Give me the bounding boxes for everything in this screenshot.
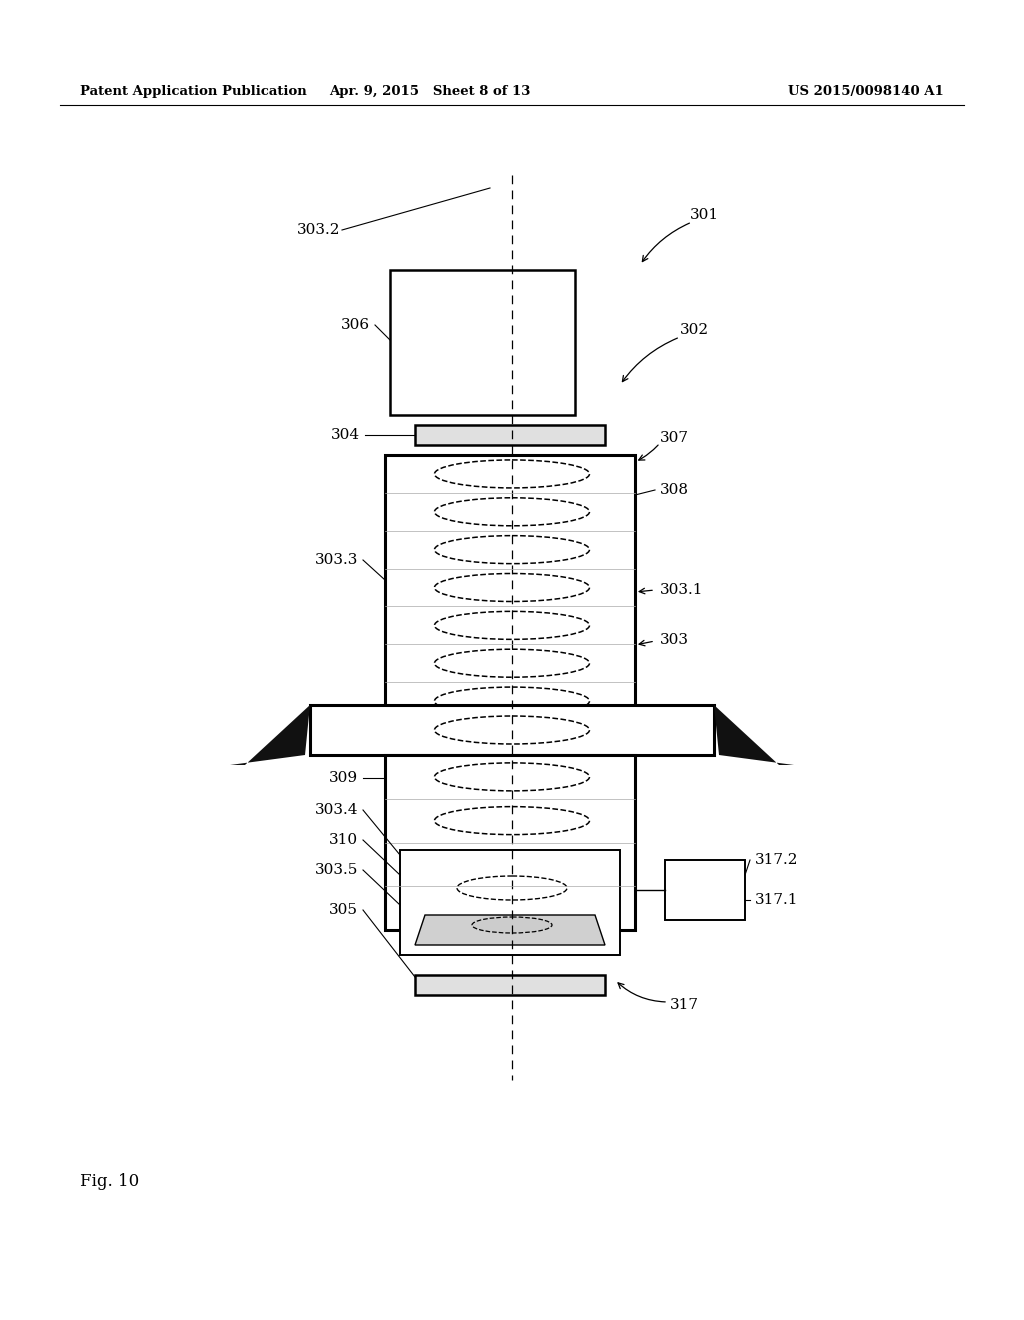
Text: 309: 309 — [329, 771, 358, 785]
Bar — [390, 271, 575, 414]
Text: Fig. 10: Fig. 10 — [80, 1173, 139, 1189]
Text: Patent Application Publication: Patent Application Publication — [80, 84, 307, 98]
Text: 302: 302 — [680, 323, 710, 337]
Text: Apr. 9, 2015   Sheet 8 of 13: Apr. 9, 2015 Sheet 8 of 13 — [330, 84, 530, 98]
Bar — [400, 850, 620, 954]
Polygon shape — [714, 705, 794, 766]
Polygon shape — [415, 915, 605, 945]
Text: 303.4: 303.4 — [314, 803, 358, 817]
Text: 317.1: 317.1 — [755, 894, 799, 907]
Bar — [415, 975, 605, 995]
Bar — [310, 705, 714, 755]
Bar — [415, 425, 605, 445]
Text: 307: 307 — [660, 432, 689, 445]
Text: 310: 310 — [329, 833, 358, 847]
Text: 304: 304 — [331, 428, 360, 442]
Text: 303.3: 303.3 — [314, 553, 358, 568]
Ellipse shape — [472, 917, 552, 933]
Text: 317.2: 317.2 — [755, 853, 799, 867]
Text: US 2015/0098140 A1: US 2015/0098140 A1 — [788, 84, 944, 98]
Text: 305: 305 — [329, 903, 358, 917]
Text: 303: 303 — [660, 634, 689, 647]
Text: 303.1: 303.1 — [660, 583, 703, 597]
Text: 317: 317 — [670, 998, 699, 1012]
Bar — [385, 455, 635, 719]
Text: 301: 301 — [690, 209, 719, 222]
Text: 308: 308 — [660, 483, 689, 498]
Polygon shape — [230, 705, 310, 766]
Text: 303.5: 303.5 — [314, 863, 358, 876]
Bar — [385, 755, 635, 931]
Bar — [665, 861, 745, 920]
Text: 303.2: 303.2 — [297, 223, 340, 238]
Text: 306: 306 — [341, 318, 370, 333]
